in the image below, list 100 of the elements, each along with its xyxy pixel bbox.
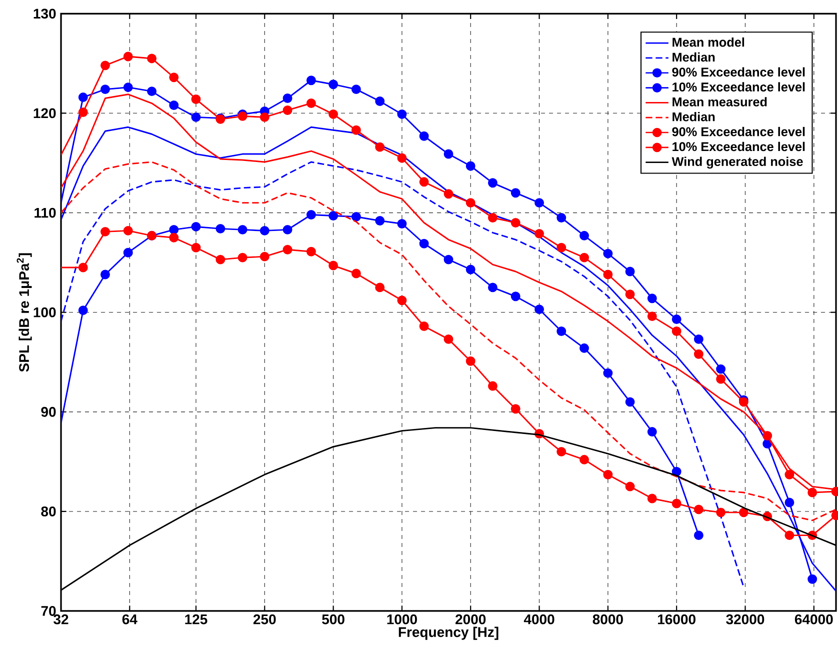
point xyxy=(123,226,133,236)
point xyxy=(580,343,589,353)
point xyxy=(603,248,613,258)
point xyxy=(716,374,726,384)
x-tick-label: 16000 xyxy=(658,614,696,624)
y-tick-label: 90 xyxy=(41,406,56,417)
point xyxy=(534,228,544,238)
point xyxy=(808,574,818,584)
point xyxy=(672,314,682,324)
point xyxy=(397,296,407,306)
point xyxy=(556,242,566,252)
point xyxy=(260,252,270,262)
x-tick-label: 8000 xyxy=(592,614,623,624)
point xyxy=(78,306,88,316)
y-tick-label: 100 xyxy=(34,307,56,318)
legend-label: Mean model xyxy=(672,37,744,47)
legend-label: Wind generated noise xyxy=(672,156,803,169)
point xyxy=(397,153,407,163)
point xyxy=(534,304,544,314)
point xyxy=(488,178,498,188)
point xyxy=(328,109,338,119)
x-tick-label: 32000 xyxy=(726,614,764,624)
point xyxy=(191,222,201,232)
legend-label: 90% Exceedance level xyxy=(672,126,805,136)
point xyxy=(260,112,270,122)
y-axis-title: SPL [dB re 1μPa$^{2}$] xyxy=(16,253,32,372)
point xyxy=(100,84,110,94)
point xyxy=(488,213,498,222)
point xyxy=(762,431,772,441)
point xyxy=(100,60,110,70)
x-tick-label: 64000 xyxy=(794,614,833,624)
point xyxy=(716,508,726,518)
point xyxy=(716,364,726,374)
x-tick-label: 1000 xyxy=(387,614,417,624)
point xyxy=(375,142,385,152)
point xyxy=(694,504,704,514)
point xyxy=(123,82,133,92)
point xyxy=(672,498,682,508)
point xyxy=(510,292,520,302)
x-tick-label: 250 xyxy=(253,614,276,624)
y-tick-label: 120 xyxy=(34,108,56,118)
point xyxy=(580,454,589,464)
point xyxy=(191,112,201,122)
point xyxy=(694,334,704,344)
point xyxy=(784,498,794,508)
point xyxy=(328,260,338,270)
point xyxy=(191,242,201,252)
point xyxy=(375,216,385,226)
point xyxy=(647,427,657,437)
point xyxy=(100,226,110,236)
legend-label: Mean measured xyxy=(672,97,767,106)
point xyxy=(488,282,498,292)
point xyxy=(808,488,818,498)
x-tick-label: 4000 xyxy=(524,614,554,624)
point xyxy=(419,322,429,331)
x-tick-label: 2000 xyxy=(456,614,486,624)
point xyxy=(282,105,292,115)
point xyxy=(580,252,589,262)
x-tick-label: 32 xyxy=(54,614,68,624)
legend-label: 90% Exceedance level xyxy=(672,67,805,77)
point xyxy=(510,218,520,228)
point xyxy=(78,262,88,272)
legend-label: 10% Exceedance level xyxy=(672,142,805,152)
point xyxy=(328,80,338,90)
point xyxy=(216,224,226,234)
point xyxy=(419,238,429,248)
x-tick-label: 64 xyxy=(122,614,138,624)
y-tick-label: 70 xyxy=(41,606,56,616)
point xyxy=(580,230,589,240)
point xyxy=(238,252,248,262)
point xyxy=(444,189,454,199)
point xyxy=(784,470,794,480)
point xyxy=(78,92,88,102)
point xyxy=(625,290,635,300)
point xyxy=(100,270,110,280)
point xyxy=(238,224,248,234)
point xyxy=(169,72,179,82)
point xyxy=(419,131,429,141)
point xyxy=(556,213,566,222)
legend-label: 10% Exceedance level xyxy=(672,82,805,92)
point xyxy=(351,212,361,222)
point xyxy=(603,270,613,280)
point xyxy=(694,530,704,540)
point xyxy=(375,96,385,106)
point xyxy=(466,161,476,171)
point xyxy=(397,218,407,228)
point xyxy=(397,109,407,119)
point xyxy=(625,482,635,492)
point xyxy=(603,470,613,480)
point xyxy=(556,326,566,336)
point xyxy=(466,356,476,366)
y-tick-label: 80 xyxy=(41,506,56,516)
point xyxy=(466,198,476,208)
point xyxy=(603,368,613,378)
point xyxy=(647,494,657,504)
point xyxy=(375,282,385,292)
point xyxy=(169,224,179,234)
point xyxy=(147,54,157,64)
legend-label: Median xyxy=(672,112,715,122)
point xyxy=(282,94,292,104)
